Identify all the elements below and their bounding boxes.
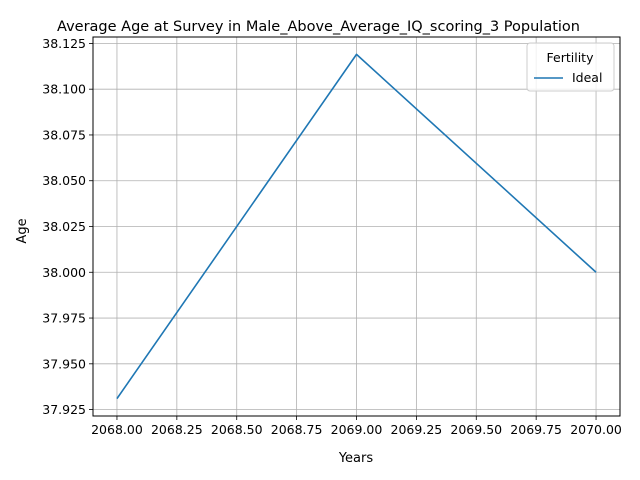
y-tick-label: 38.075	[42, 127, 86, 142]
y-tick-label: 37.950	[42, 356, 86, 371]
x-tick-label: 2069.00	[331, 422, 383, 437]
x-tick-label: 2068.25	[151, 422, 203, 437]
y-axis-ticks: 37.925 37.950 37.975 38.000 38.025 38.050 38.0…	[42, 36, 93, 417]
x-tick-label: 2068.00	[91, 422, 143, 437]
y-tick-label: 38.050	[42, 173, 86, 188]
x-tick-label: 2069.75	[510, 422, 562, 437]
grid-lines	[93, 37, 620, 416]
chart-title: Average Age at Survey in Male_Above_Aver…	[57, 19, 580, 35]
x-axis-ticks: 2068.00 2068.25 2068.50 2068.75 2069.00 2069.…	[91, 416, 622, 437]
x-tick-label: 2069.50	[450, 422, 502, 437]
x-tick-label: 2068.50	[211, 422, 263, 437]
y-tick-label: 37.925	[42, 402, 86, 417]
x-tick-label: 2068.75	[271, 422, 323, 437]
legend-title: Fertility	[547, 50, 595, 65]
y-axis-label: Age	[15, 218, 30, 243]
legend: Fertility Ideal	[527, 43, 614, 91]
x-axis-label: Years	[338, 451, 374, 466]
x-tick-label: 2069.25	[391, 422, 443, 437]
x-tick-label: 2070.00	[570, 422, 622, 437]
y-tick-label: 37.975	[42, 311, 86, 326]
y-tick-label: 38.125	[42, 36, 86, 51]
y-tick-label: 38.100	[42, 82, 86, 97]
y-tick-label: 38.025	[42, 219, 86, 234]
y-tick-label: 38.000	[42, 265, 86, 280]
legend-label-ideal: Ideal	[572, 70, 602, 85]
